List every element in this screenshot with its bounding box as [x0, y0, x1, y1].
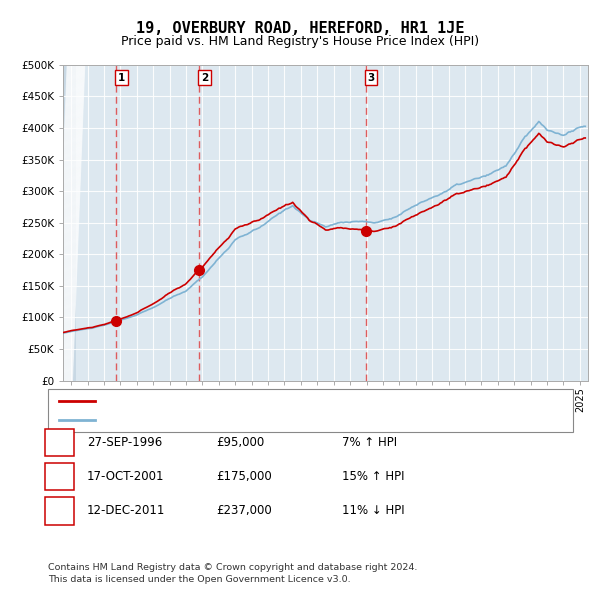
Text: 3: 3 [56, 504, 63, 517]
Text: 27-SEP-1996: 27-SEP-1996 [87, 436, 162, 449]
Text: Price paid vs. HM Land Registry's House Price Index (HPI): Price paid vs. HM Land Registry's House … [121, 35, 479, 48]
Text: 12-DEC-2011: 12-DEC-2011 [87, 504, 166, 517]
Text: £175,000: £175,000 [216, 470, 272, 483]
Text: 2: 2 [56, 470, 63, 483]
Text: £237,000: £237,000 [216, 504, 272, 517]
Text: 19, OVERBURY ROAD, HEREFORD, HR1 1JE (detached house): 19, OVERBURY ROAD, HEREFORD, HR1 1JE (de… [101, 396, 433, 407]
Text: 1: 1 [56, 436, 63, 449]
Text: £95,000: £95,000 [216, 436, 264, 449]
Text: Contains HM Land Registry data © Crown copyright and database right 2024.
This d: Contains HM Land Registry data © Crown c… [48, 563, 418, 584]
Text: HPI: Average price, detached house, Herefordshire: HPI: Average price, detached house, Here… [101, 415, 377, 425]
Text: 1: 1 [118, 73, 125, 83]
Text: 7% ↑ HPI: 7% ↑ HPI [342, 436, 397, 449]
Text: 15% ↑ HPI: 15% ↑ HPI [342, 470, 404, 483]
Text: 3: 3 [367, 73, 374, 83]
Text: 19, OVERBURY ROAD, HEREFORD, HR1 1JE: 19, OVERBURY ROAD, HEREFORD, HR1 1JE [136, 21, 464, 35]
Text: 17-OCT-2001: 17-OCT-2001 [87, 470, 164, 483]
Text: 2: 2 [200, 73, 208, 83]
Text: 11% ↓ HPI: 11% ↓ HPI [342, 504, 404, 517]
Bar [63, 65, 76, 381]
